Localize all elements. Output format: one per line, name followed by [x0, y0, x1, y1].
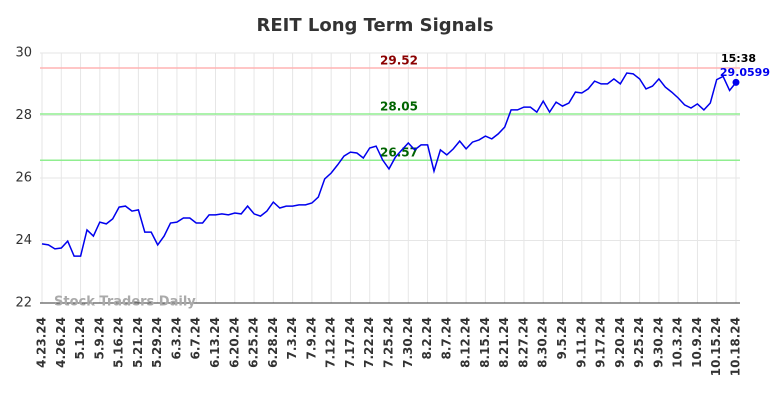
x-tick-label: 9.17.24: [594, 317, 608, 368]
x-tick-label: 4.26.24: [54, 317, 68, 368]
chart-title: REIT Long Term Signals: [256, 15, 493, 36]
y-tick-label: 30: [15, 46, 32, 61]
x-tick-label: 6.7.24: [189, 317, 203, 360]
x-tick-label: 7.12.24: [324, 317, 338, 368]
x-tick-label: 8.15.24: [478, 317, 492, 368]
x-tick-label: 8.2.24: [420, 317, 434, 360]
x-tick-label: 5.16.24: [112, 317, 126, 368]
signal-label: 28.05: [380, 99, 418, 113]
y-tick-label: 22: [15, 296, 32, 311]
x-tick-label: 9.25.24: [632, 317, 646, 368]
x-tick-label: 7.17.24: [343, 317, 357, 368]
x-tick-label: 9.5.24: [555, 317, 569, 360]
signal-label: 29.52: [380, 54, 418, 68]
watermark: Stock Traders Daily: [54, 295, 196, 310]
x-tick-label: 7.30.24: [401, 317, 415, 368]
y-tick-label: 26: [15, 171, 32, 186]
x-tick-label: 9.11.24: [574, 317, 588, 368]
x-tick-label: 4.23.24: [35, 317, 49, 368]
x-tick-label: 6.25.24: [247, 317, 261, 368]
x-tick-label: 8.7.24: [439, 317, 453, 360]
x-tick-label: 8.12.24: [459, 317, 473, 368]
x-tick-label: 6.13.24: [208, 317, 222, 368]
x-tick-label: 5.9.24: [92, 317, 106, 360]
price-line: [41, 72, 737, 257]
x-tick-label: 10.18.24: [729, 317, 743, 376]
x-tick-label: 9.20.24: [613, 317, 627, 368]
x-tick-label: 6.20.24: [227, 317, 241, 368]
x-tick-label: 8.30.24: [536, 317, 550, 368]
x-tick-label: 10.15.24: [709, 317, 723, 376]
last-point: [732, 78, 740, 86]
x-tick-label: 10.3.24: [671, 317, 685, 368]
last-value-label: 29.0599: [720, 66, 770, 79]
x-tick-label: 7.22.24: [362, 317, 376, 368]
x-tick-label: 6.28.24: [266, 317, 280, 368]
time-label: 15:38: [721, 52, 756, 65]
x-tick-label: 9.30.24: [651, 317, 665, 368]
x-tick-label: 8.27.24: [516, 317, 530, 368]
y-tick-label: 24: [15, 233, 32, 248]
x-tick-label: 6.3.24: [169, 317, 183, 360]
x-tick-label: 8.21.24: [497, 317, 511, 368]
x-tick-label: 7.3.24: [285, 317, 299, 360]
x-tick-label: 7.9.24: [304, 317, 318, 360]
x-tick-label: 10.9.24: [690, 317, 704, 368]
x-tick-label: 5.21.24: [131, 317, 145, 368]
x-tick-label: 7.25.24: [382, 317, 396, 368]
x-tick-label: 5.1.24: [73, 317, 87, 360]
y-tick-label: 28: [15, 108, 32, 123]
x-tick-label: 5.29.24: [150, 317, 164, 368]
